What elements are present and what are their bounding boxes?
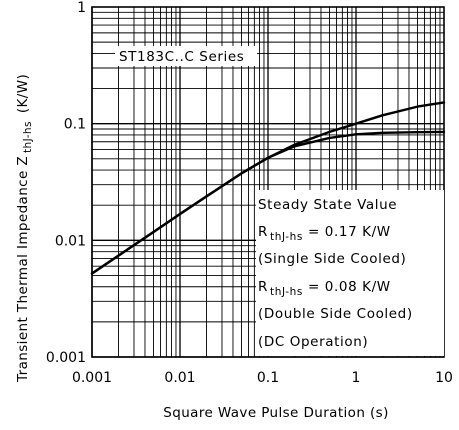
y-axis-title: Transient Thermal Impedance Z thJ-hs (K/W) — [15, 74, 34, 383]
x-tick-label: 1 — [352, 370, 361, 386]
y-axis-title-subscript: thJ-hs — [22, 121, 34, 153]
double-side-note: (Double Side Cooled) — [258, 306, 413, 322]
rth-double-subscript: thJ-hs — [270, 286, 303, 298]
rth-double-value: = 0.08 K/W — [308, 279, 391, 295]
tick-labels: 0.001 0.01 0.1 1 10 0.001 0.01 0.1 1 — [46, 0, 453, 386]
x-axis-title: Square Wave Pulse Duration (s) — [163, 405, 389, 421]
x-tick-label: 0.01 — [164, 370, 195, 386]
steady-state-box — [256, 190, 444, 356]
rth-single-symbol: R — [258, 224, 268, 240]
rth-single-subscript: thJ-hs — [270, 231, 303, 243]
x-tick-label: 0.1 — [257, 370, 279, 386]
y-tick-label: 0.01 — [55, 233, 86, 249]
y-axis-title-main: Transient Thermal Impedance Z — [15, 156, 31, 383]
y-tick-label: 0.001 — [46, 350, 86, 366]
y-axis-title-unit: (K/W) — [15, 74, 31, 113]
series-label-box — [115, 46, 257, 66]
y-tick-label: 1 — [77, 0, 86, 16]
single-side-note: (Single Side Cooled) — [258, 251, 406, 267]
x-tick-label: 10 — [435, 370, 453, 386]
series-label: ST183C..C Series — [119, 49, 244, 65]
series-group — [90, 101, 446, 275]
dc-operation-note: (DC Operation) — [258, 334, 368, 350]
series-line-2 — [90, 101, 446, 275]
rth-single-value: = 0.17 K/W — [308, 224, 391, 240]
x-tick-label: 0.001 — [72, 370, 112, 386]
plot-frame — [91, 6, 445, 358]
rth-double-symbol: R — [258, 279, 268, 295]
y-tick-label: 0.1 — [64, 117, 86, 133]
steady-state-title: Steady State Value — [258, 197, 397, 213]
